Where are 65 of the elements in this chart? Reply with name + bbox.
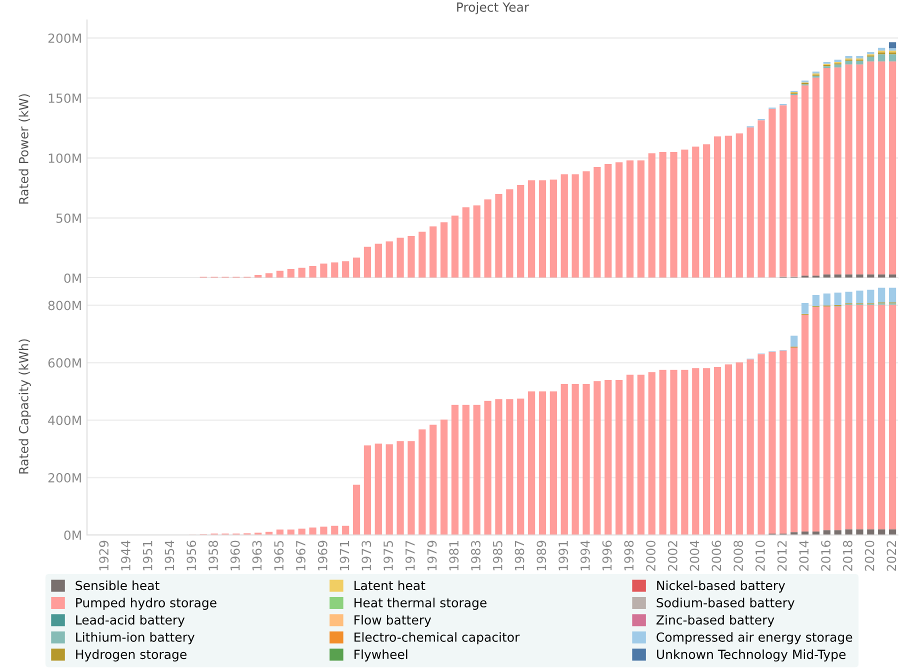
x-tick-label: 2016 (821, 540, 831, 571)
y-tick-label: 200M (48, 473, 81, 482)
x-tick-label: 2010 (755, 540, 765, 571)
x-tick-label: 1969 (318, 540, 328, 570)
x-tick-label: 1954 (164, 540, 174, 570)
y-tick-label: 0M (64, 273, 81, 283)
x-tick-label: 2022 (886, 541, 896, 571)
x-tick-label: 2002 (668, 541, 678, 571)
x-tick-label: 1929 (99, 540, 109, 570)
legend-label: Sodium-based battery (656, 598, 794, 610)
x-tick-label: 1960 (230, 540, 240, 570)
legend-label: Heat thermal storage (354, 598, 486, 610)
x-tick-label: 1998 (624, 540, 634, 570)
y-axis-title: Rated Capacity (kWh) (18, 339, 31, 474)
legend-label: Compressed air energy storage (656, 632, 852, 644)
x-tick-label: 2006 (712, 540, 722, 571)
y-tick-label: 200M (48, 33, 81, 43)
x-tick-label: 1951 (142, 541, 152, 570)
y-tick-label: 50M (56, 213, 81, 223)
legend-label: Sensible heat (76, 580, 160, 590)
x-tick-label: 1967 (296, 540, 306, 570)
y-tick-label: 800M (48, 300, 81, 310)
x-tick-label: 1971 (340, 541, 350, 570)
legend-label: Flywheel (354, 649, 408, 662)
x-tick-label: 2018 (842, 540, 852, 571)
legend-label: Nickel-based battery (657, 580, 786, 593)
x-tick-label: 1975 (384, 540, 393, 570)
x-tick-label: 1979 (427, 540, 437, 570)
chart-title: Project Year (457, 2, 530, 14)
legend-label: Pumped hydro storage (76, 598, 216, 610)
x-tick-label: 2008 (734, 540, 744, 571)
x-tick-label: 2020 (864, 540, 874, 571)
x-tick-label: 1996 (602, 540, 612, 570)
x-tick-label: 2004 (690, 540, 700, 571)
x-tick-label: 1963 (252, 540, 262, 570)
x-tick-label: 1965 (274, 540, 284, 570)
y-tick-label: 600M (48, 358, 81, 368)
x-tick-label: 1994 (580, 540, 590, 570)
x-tick-label: 1985 (492, 540, 502, 570)
x-tick-label: 1989 (536, 540, 546, 570)
y-tick-label: 150M (48, 93, 81, 103)
x-tick-label: 1987 (514, 540, 524, 570)
x-tick-label: 1983 (471, 540, 480, 570)
legend-label: Unknown Technology Mid-Type (657, 649, 846, 662)
x-tick-label: 1973 (362, 540, 372, 570)
x-tick-label: 2014 (799, 540, 809, 571)
y-tick-label: 100M (48, 153, 81, 163)
legend-label: Hydrogen storage (76, 649, 186, 662)
legend-label: Lead-acid battery (76, 614, 185, 628)
x-tick-label: 2000 (646, 540, 656, 571)
legend-label: Flow battery (354, 614, 432, 628)
x-tick-label: 1981 (449, 541, 459, 570)
y-tick-label: 400M (48, 416, 81, 426)
x-tick-label: 1958 (208, 540, 218, 570)
legend-label: Electro-chemical capacitor (354, 632, 520, 644)
legend-label: Latent heat (354, 580, 426, 590)
x-tick-label: 2012 (777, 541, 787, 571)
x-tick-label: 1977 (405, 540, 415, 570)
y-tick-label: 0M (64, 530, 81, 540)
x-tick-label: 1991 (558, 541, 568, 570)
x-tick-label: 1944 (120, 540, 130, 570)
x-tick-label: 1956 (186, 540, 196, 570)
legend-label: Zinc-based battery (656, 614, 774, 628)
y-axis-title: Rated Power (kW) (18, 94, 30, 204)
legend-label: Lithium-ion battery (76, 632, 195, 644)
